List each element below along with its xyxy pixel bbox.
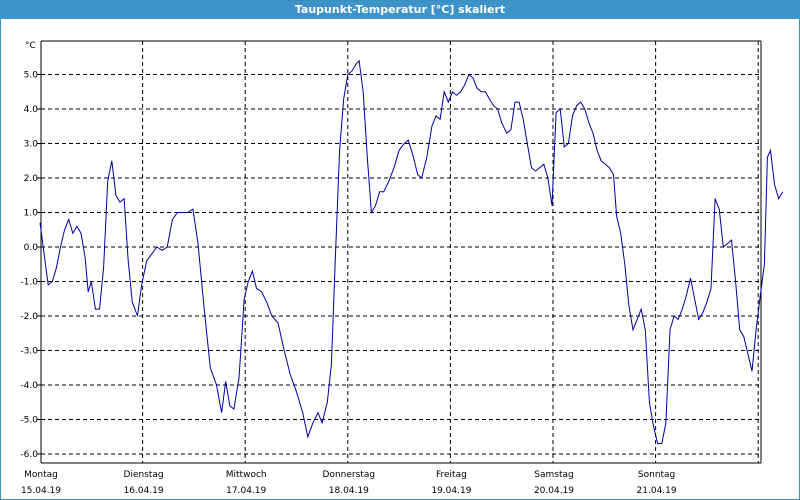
x-tick-date-label: 20.04.19	[534, 486, 574, 496]
y-tick-label: 4.0	[24, 105, 39, 115]
dewpoint-series-line	[39, 59, 784, 445]
y-tick-labels: 5.0 4.0 3.0 2.0 1.0 0.0 -1.0 -2.0 -3.0 -4.0 -5.0 -6…	[20, 71, 38, 461]
x-tick-day-label: Samstag	[534, 470, 573, 480]
x-tick-day-label: Donnerstag	[323, 470, 376, 480]
y-tick-label: -6.0	[20, 450, 38, 460]
x-tick-date-label: 18.04.19	[329, 486, 369, 496]
x-tick-date-label: 16.04.19	[124, 486, 164, 496]
y-tick-label: -4.0	[20, 381, 38, 391]
x-tick-date-label: 15.04.19	[21, 486, 61, 496]
window-title: Taupunkt-Temperatur [°C] skaliert	[1, 1, 799, 19]
x-tick-day-label: Mittwoch	[226, 470, 267, 480]
y-tick-label: 3.0	[24, 140, 39, 150]
y-tick-label: 2.0	[24, 174, 39, 184]
y-tick-label: -5.0	[20, 416, 38, 426]
x-tick-day-label: Dienstag	[124, 470, 164, 480]
x-tick-labels: Montag 15.04.19 Dienstag 16.04.19 Mittwoch 17…	[21, 470, 677, 496]
x-tick-date-label: 17.04.19	[226, 486, 266, 496]
y-tick-label: 1.0	[24, 209, 39, 219]
y-tick-label: -3.0	[20, 347, 38, 357]
y-tick-label: 0.0	[24, 243, 39, 253]
series-layer	[39, 59, 784, 445]
x-tick-day-label: Freitag	[436, 470, 467, 480]
y-tick-label: -2.0	[20, 312, 38, 322]
x-tick-day-label: Sonntag	[638, 470, 675, 480]
axes	[37, 40, 762, 464]
x-tick-date-label: 19.04.19	[431, 486, 471, 496]
y-tick-label: -1.0	[20, 278, 38, 288]
x-tick-date-label: 21.04.19	[637, 486, 677, 496]
grid-lines	[41, 41, 761, 463]
y-axis-unit-label: °C	[25, 41, 36, 51]
y-tick-label: 5.0	[24, 71, 39, 81]
x-tick-day-label: Montag	[24, 470, 58, 480]
